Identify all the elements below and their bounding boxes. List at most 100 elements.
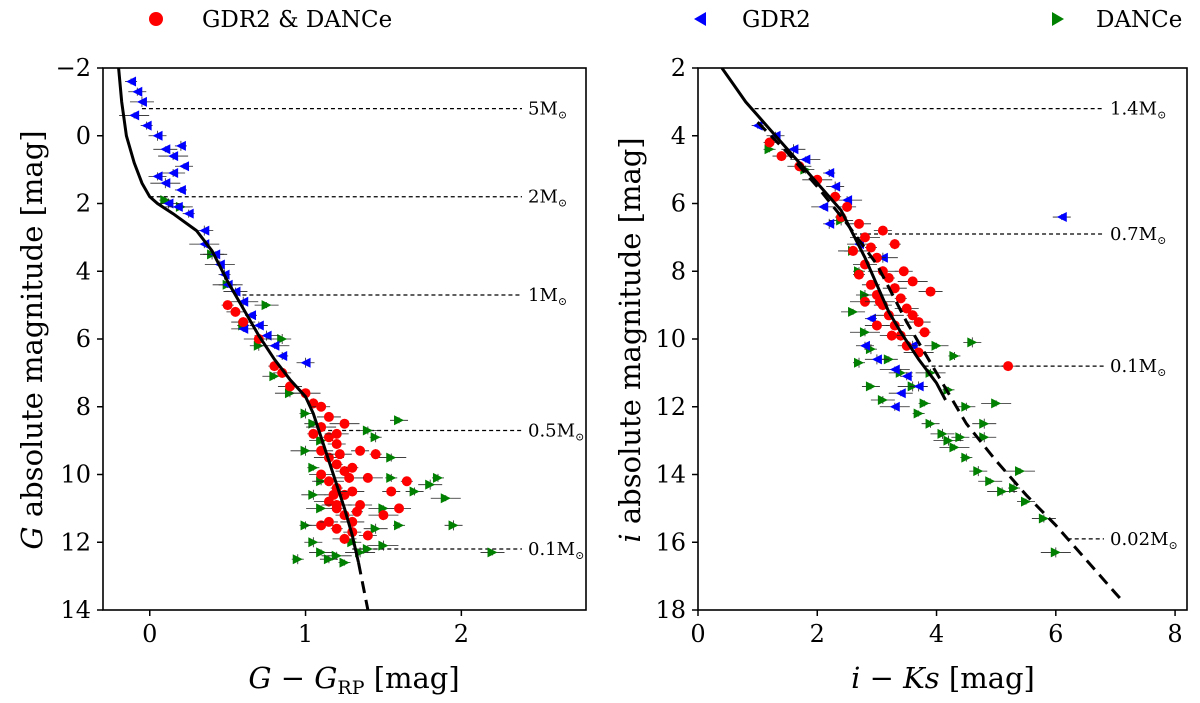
right-cmd-point-gdr2-dance: [865, 242, 876, 253]
right-cmd-point-gdr2-dance: [1003, 361, 1014, 372]
right-cmd-point-dance: [859, 327, 870, 338]
left-cmd-point-dance: [386, 472, 397, 483]
left-cmd-point-gdr2-dance: [222, 300, 233, 311]
left-cmd-point-gdr2: [175, 184, 186, 195]
left-cmd-ytick-label: 0: [76, 122, 91, 150]
right-cmd-point-dance: [979, 432, 990, 443]
right-cmd-point-dance: [943, 435, 954, 446]
left-ylabel: G absolute magnitude [mag]: [15, 130, 49, 549]
left-cmd-point-gdr2: [163, 198, 174, 209]
left-cmd-point-dance: [316, 503, 327, 514]
right-cmd-point-dance: [955, 432, 966, 443]
right-cmd-axes-frame: [697, 67, 1188, 611]
left-cmd-mass-sun-symbol: ⊙: [575, 430, 584, 443]
left-cmd-plot-area: [117, 68, 522, 610]
left-cmd-point-gdr2: [183, 208, 194, 219]
left-cmd-point-gdr2-dance: [331, 523, 342, 534]
right-cmd-point-dance: [949, 350, 960, 361]
left-cmd-point-dance: [362, 544, 373, 555]
left-cmd-point-dance: [300, 408, 311, 419]
right-cmd-point-dance: [949, 442, 960, 453]
left-cmd-point-gdr2: [238, 296, 249, 307]
left-cmd-ytick-label: 14: [60, 596, 91, 624]
right-cmd-point-gdr2: [800, 154, 811, 165]
left-cmd-point-dance: [370, 432, 381, 443]
left-cmd-ytick-label: −2: [56, 54, 91, 82]
left-cmd-point-dance: [308, 462, 319, 473]
left-cmd-xtick-label: 2: [454, 620, 469, 648]
right-cmd-point-gdr2-dance: [854, 218, 865, 229]
left-cmd-point-dance: [362, 425, 373, 436]
left-xlabel-main: G − G: [248, 661, 337, 695]
right-cmd-point-dance: [919, 398, 930, 409]
legend-label-dance: DANCe: [1096, 7, 1182, 33]
right-cmd-mass-label: 0.1M⊙: [1110, 356, 1166, 379]
right-cmd-point-dance: [967, 337, 978, 348]
right-cmd-ytick-label: 2: [671, 54, 686, 82]
right-cmd-point-gdr2-dance: [776, 151, 787, 162]
right-cmd-point-gdr2-dance: [889, 283, 900, 294]
right-xlabel: i − Ks [mag]: [851, 661, 1035, 695]
left-cmd-point-gdr2: [141, 120, 152, 131]
left-cmd-point-gdr2-dance: [331, 439, 342, 450]
right-ylabel-var: i: [613, 533, 647, 542]
right-cmd-ytick-label: 12: [655, 393, 686, 421]
right-cmd-ytick-label: 16: [655, 528, 686, 556]
right-cmd-point-gdr2: [913, 381, 924, 392]
left-cmd-point-gdr2-dance: [331, 499, 342, 510]
left-cmd-point-gdr2-dance: [347, 486, 358, 497]
left-cmd-point-gdr2: [246, 310, 257, 321]
left-cmd-point-gdr2-dance: [316, 469, 327, 480]
left-xlabel-unit: [mag]: [364, 661, 459, 695]
left-cmd-point-gdr2-dance: [378, 510, 389, 521]
right-cmd-point-dance: [877, 394, 888, 405]
right-xlabel-unit: [mag]: [940, 661, 1035, 695]
left-cmd-mass-label: 1M⊙: [528, 285, 567, 308]
left-cmd-point-dance: [300, 520, 311, 531]
right-cmd-point-gdr2-dance: [883, 273, 894, 284]
right-cmd-point-gdr2: [865, 313, 876, 324]
left-cmd-mass-label: 5M⊙: [528, 99, 567, 122]
left-cmd-point-dance: [409, 486, 420, 497]
right-cmd-xtick-label: 8: [1167, 620, 1182, 648]
left-cmd-point-dance: [277, 334, 288, 344]
legend-entry-both: GDR2 & DANCe: [149, 7, 392, 33]
right-cmd-point-gdr2-dance: [886, 330, 897, 341]
left-cmd-point-dance: [386, 452, 397, 463]
right-cmd-point-dance: [913, 408, 924, 419]
legend-entry-dance: DANCe: [1052, 7, 1182, 33]
right-cmd-point-dance: [1050, 547, 1061, 558]
left-cmd-point-gdr2: [261, 330, 272, 341]
left-cmd-point-gdr2: [152, 171, 163, 182]
left-cmd-point-gdr2: [129, 110, 140, 121]
right-cmd-point-dance: [1038, 513, 1049, 524]
right-cmd-point-gdr2-dance: [913, 317, 924, 328]
left-cmd-point-dance: [308, 537, 319, 548]
right-cmd-point-dance: [865, 381, 876, 392]
right-cmd-xtick-label: 0: [690, 620, 705, 648]
left-cmd-point-gdr2: [175, 140, 186, 151]
left-cmd-point-gdr2-dance: [331, 459, 342, 470]
left-cmd-point-dance: [261, 300, 272, 311]
left-cmd-isochrone-dashed: [357, 562, 370, 610]
right-cmd-mass-label: 0.7M⊙: [1110, 224, 1166, 247]
right-cmd-point-dance: [985, 476, 996, 487]
left-cmd-point-dance: [269, 371, 280, 382]
legend-marker-gdr2: [694, 12, 706, 26]
right-cmd-point-dance: [961, 401, 972, 412]
right-cmd-point-dance: [1020, 496, 1031, 507]
left-cmd-point-gdr2-dance: [344, 472, 355, 483]
right-cmd-xtick-label: 6: [1048, 620, 1063, 648]
left-cmd-axes-frame: [102, 67, 587, 611]
right-cmd-point-gdr2-dance: [764, 137, 775, 148]
right-cmd-point-gdr2: [818, 201, 829, 212]
left-cmd-point-dance: [339, 557, 350, 568]
right-cmd-point-dance: [848, 306, 859, 317]
left-cmd-point-dance: [300, 445, 311, 456]
right-cmd-point-gdr2: [895, 388, 906, 399]
left-cmd-point-dance: [378, 540, 389, 551]
left-cmd-ytick-label: 6: [76, 325, 91, 353]
right-cmd-point-dance: [1009, 483, 1020, 494]
left-cmd-point-dance: [292, 554, 303, 565]
right-cmd-point-gdr2: [1056, 212, 1067, 223]
